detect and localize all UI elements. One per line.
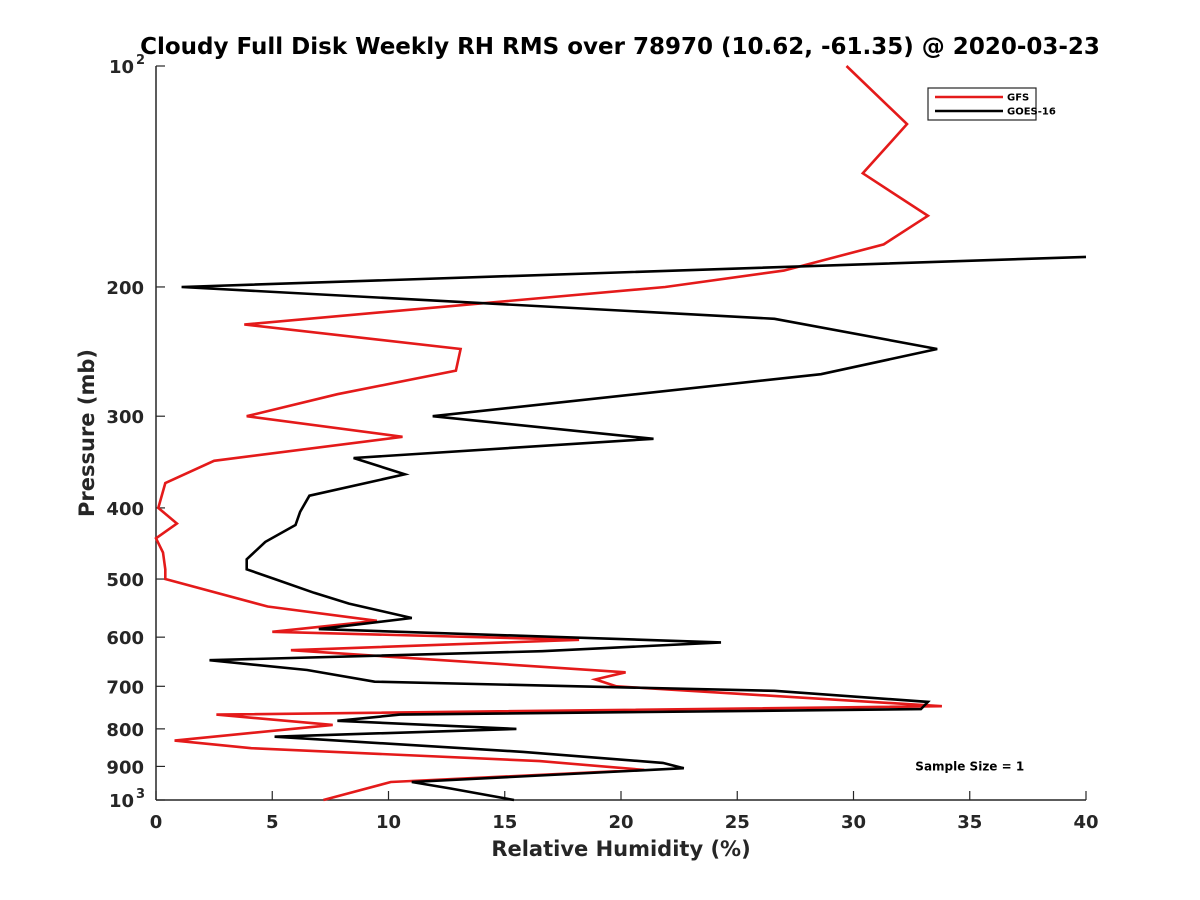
series-line-goes-16 xyxy=(181,255,1087,802)
x-tick-label: 25 xyxy=(725,812,750,833)
y-tick-label: 800 xyxy=(106,720,144,741)
series-line-gfs xyxy=(154,65,942,802)
y-tick-label: 600 xyxy=(106,628,144,649)
x-tick-label: 15 xyxy=(492,812,517,833)
x-tick-label: 30 xyxy=(841,812,866,833)
y-tick-label: 300 xyxy=(106,407,144,428)
y-tick-label: 10 xyxy=(109,791,134,812)
y-tick-label: 500 xyxy=(106,570,144,591)
legend-label: GFS xyxy=(1007,93,1029,104)
sample-size-annotation: Sample Size = 1 xyxy=(915,759,1024,773)
y-tick-label: 700 xyxy=(106,677,144,698)
x-tick-label: 0 xyxy=(150,812,163,833)
legend: GFS GOES-16 xyxy=(927,87,1056,121)
y-tick-label: 10 xyxy=(109,57,134,78)
x-axis-label: Relative Humidity (%) xyxy=(491,837,750,861)
x-tick-label: 5 xyxy=(266,812,279,833)
x-tick-label: 10 xyxy=(376,812,401,833)
y-tick-label: 900 xyxy=(106,757,144,778)
x-tick-label: 20 xyxy=(608,812,633,833)
legend-box xyxy=(927,87,1037,121)
x-tick-label: 35 xyxy=(957,812,982,833)
y-tick-label-exponent: 2 xyxy=(136,53,145,68)
y-tick-label: 200 xyxy=(106,278,144,299)
legend-label: GOES-16 xyxy=(1007,107,1056,118)
y-tick-label: 400 xyxy=(106,499,144,520)
chart-title: Cloudy Full Disk Weekly RH RMS over 7897… xyxy=(140,34,1100,60)
y-tick-label-exponent: 3 xyxy=(136,787,145,802)
y-axis-label: Pressure (mb) xyxy=(75,349,99,517)
x-tick-label: 40 xyxy=(1073,812,1098,833)
